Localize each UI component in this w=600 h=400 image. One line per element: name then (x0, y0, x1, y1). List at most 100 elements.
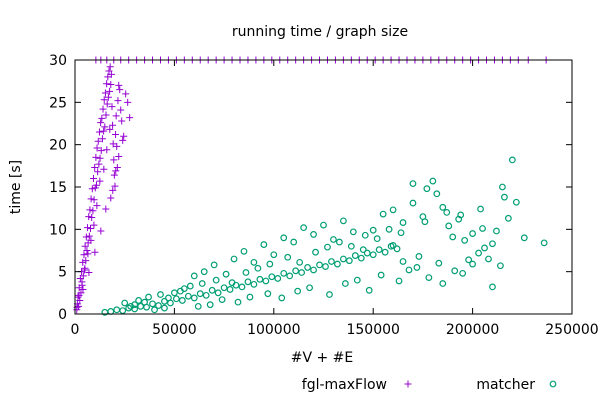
matcher-point (260, 241, 268, 248)
matcher-point (439, 203, 447, 211)
fgl-maxflow-point (97, 227, 105, 235)
matcher-point (200, 268, 208, 276)
x-tick-label: 0 (71, 322, 80, 338)
matcher-point (165, 294, 172, 302)
matcher-point (501, 193, 508, 201)
matcher-point (234, 298, 242, 306)
matcher-point (157, 291, 164, 298)
fgl-maxflow-point (79, 285, 87, 293)
fgl-maxflow-point (75, 291, 83, 299)
fgl-maxflow-point (89, 207, 97, 215)
plot-points (73, 56, 550, 316)
matcher-point (425, 274, 433, 281)
fgl-maxflow-point (99, 105, 107, 113)
matcher-point (141, 298, 148, 306)
fgl-maxflow-point (81, 242, 89, 250)
matcher-point (357, 254, 365, 262)
matcher-point (445, 222, 453, 230)
matcher-point (286, 272, 294, 280)
fgl-maxflow-point (85, 269, 93, 277)
fgl-maxflow-point (103, 146, 111, 154)
fgl-maxflow-point (80, 251, 88, 259)
fgl-maxflow-point (89, 175, 97, 183)
legend: fgl-maxFlow matcher (302, 377, 557, 393)
matcher-point (336, 238, 343, 246)
y-tick-label: 30 (49, 53, 67, 69)
fgl-maxflow-point (82, 233, 90, 241)
matcher-point (393, 245, 401, 253)
matcher-point (312, 248, 319, 256)
fgl-maxflow-point (87, 195, 95, 203)
matcher-point (489, 283, 496, 291)
fgl-maxflow-point (75, 302, 83, 310)
matcher-point (475, 249, 482, 257)
matcher-point (280, 269, 288, 277)
fgl-maxflow-point (101, 89, 109, 97)
fgl-maxflow-point (113, 164, 121, 172)
matcher-point (423, 185, 431, 193)
fgl-maxflow-point (90, 196, 98, 204)
matcher-point (135, 297, 143, 304)
matcher-point (284, 253, 292, 261)
fgl-maxflow-point (85, 213, 93, 221)
legend-label-matcher: matcher (476, 377, 535, 393)
matcher-point (212, 276, 220, 284)
fgl-maxflow-point (91, 248, 99, 256)
matcher-point (145, 293, 152, 301)
fgl-maxflow-point (109, 140, 117, 148)
matcher-point (292, 267, 300, 275)
matcher-point (381, 248, 389, 256)
matcher-point (499, 183, 506, 191)
x-tick-label: 200000 (446, 322, 499, 338)
matcher-point (353, 276, 361, 284)
matcher-point (310, 266, 317, 274)
matcher-point (214, 289, 222, 297)
legend-marker-fgl-maxflow-glyph (404, 380, 412, 388)
matcher-point (421, 218, 429, 226)
matcher-point (322, 263, 329, 270)
fgl-maxflow-point (96, 154, 104, 162)
fgl-maxflow-point (94, 137, 102, 145)
fgl-maxflow-point (82, 257, 90, 265)
matcher-point (493, 227, 500, 235)
matcher-point (369, 251, 377, 259)
chart-title: running time / graph size (232, 24, 408, 40)
fgl-maxflow-point (115, 81, 123, 89)
matcher-point (429, 177, 437, 185)
fgl-maxflow-point (104, 73, 112, 81)
fgl-maxflow-point (120, 132, 128, 140)
fgl-maxflow-point (97, 147, 105, 155)
matcher-point (256, 275, 264, 283)
matcher-point (399, 258, 407, 265)
x-axis-ticks: 0 50000 100000 150000 200000 250000 (71, 60, 599, 338)
fgl-maxflow-point (92, 181, 100, 189)
matcher-point (176, 287, 184, 295)
y-tick-label: 15 (49, 180, 67, 196)
matcher-point (359, 246, 367, 254)
fgl-maxflow-point (122, 90, 130, 98)
matcher-point (270, 251, 278, 259)
matcher-point (172, 295, 180, 303)
fgl-maxflow-point (98, 114, 106, 122)
y-tick-label: 0 (58, 307, 67, 323)
fgl-maxflow-point (109, 186, 117, 194)
fgl-maxflow-point (107, 70, 115, 78)
matcher-point (186, 282, 194, 290)
fgl-maxflow-point (110, 171, 118, 179)
fgl-maxflow-point (103, 100, 111, 108)
matcher-point (250, 258, 258, 266)
matcher-point (320, 221, 327, 229)
matcher-point (210, 261, 218, 269)
fgl-maxflow-point (81, 264, 89, 272)
matcher-point (469, 260, 477, 268)
matcher-point (222, 270, 230, 278)
y-axis-label: time [s] (8, 160, 24, 214)
matcher-point (326, 291, 333, 298)
legend-marker-matcher-glyph (549, 380, 557, 388)
fgl-maxflow-point (112, 131, 120, 139)
matcher-point (250, 280, 258, 288)
fgl-maxflow-point (85, 232, 93, 240)
y-axis-ticks: 0 5 10 15 20 25 30 (49, 53, 572, 323)
matcher-point (485, 255, 492, 263)
fgl-maxflow-point (79, 272, 87, 280)
